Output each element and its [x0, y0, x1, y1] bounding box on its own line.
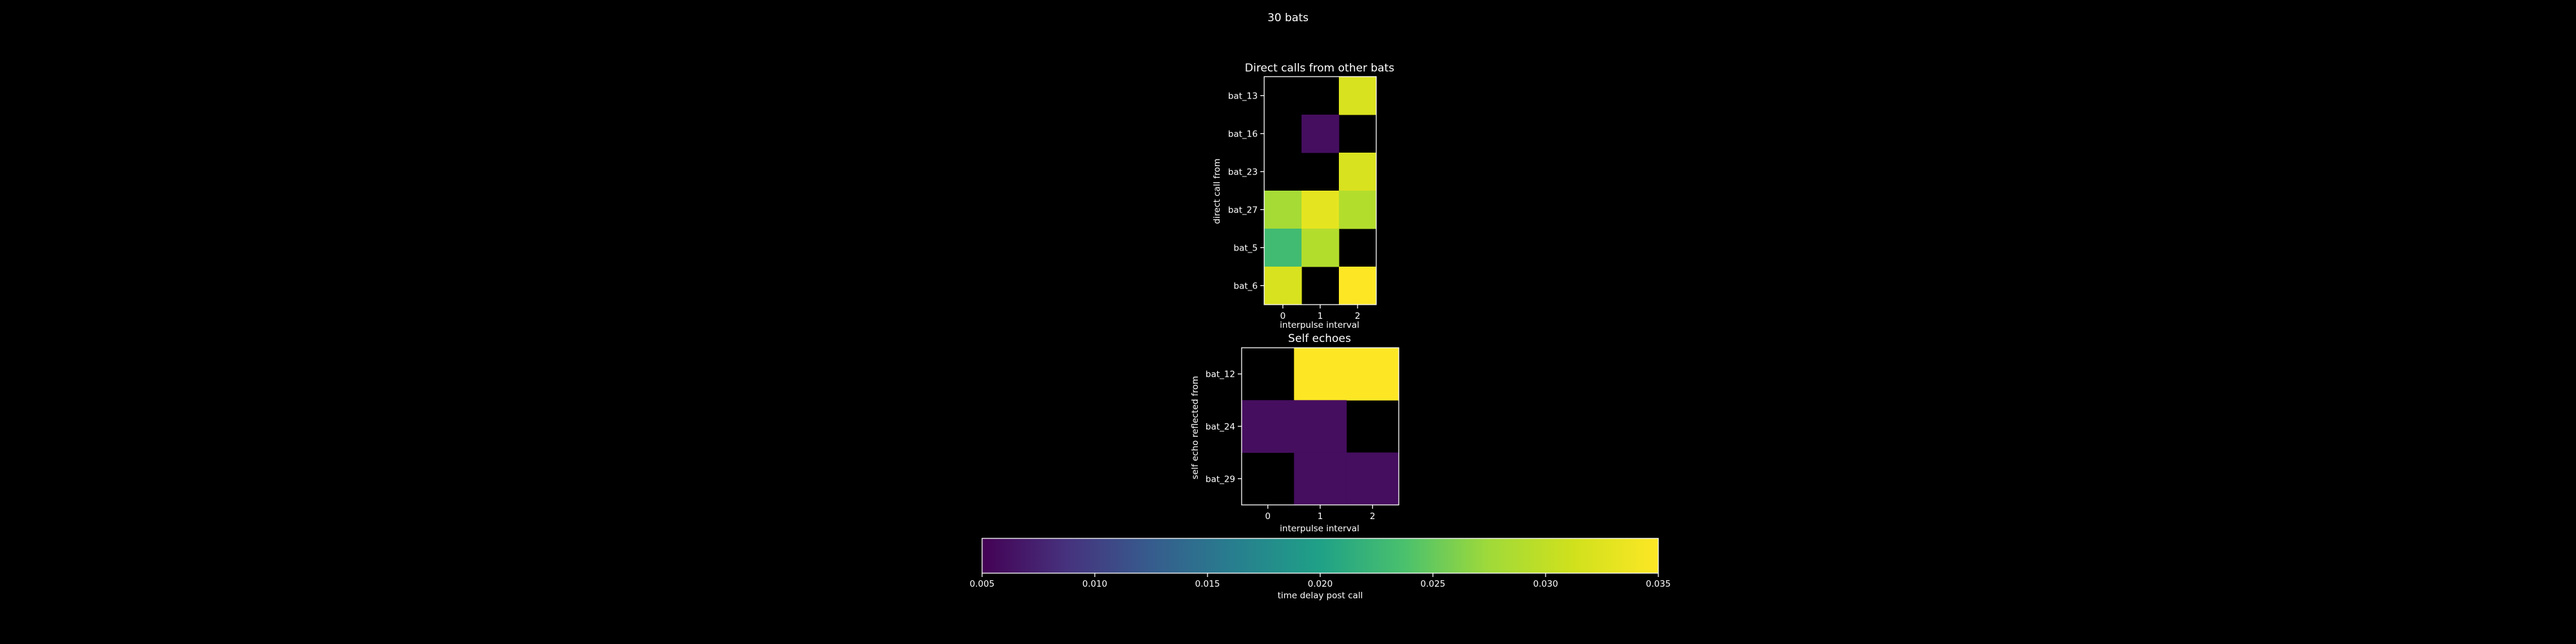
y-tick-label: bat_23 [1228, 167, 1258, 178]
y-axis-label: self echo reflected from [1190, 376, 1200, 480]
y-tick-label: bat_5 [1234, 243, 1258, 254]
colorbar-tick-label: 0.035 [1646, 579, 1671, 589]
y-tick-label: bat_13 [1228, 91, 1258, 102]
y-tick-label: bat_6 [1234, 281, 1258, 292]
heatmap-cell [1264, 191, 1302, 229]
heatmap-cell [1346, 348, 1399, 401]
heatmap-cell [1302, 229, 1340, 267]
heatmap-cell [1294, 348, 1347, 401]
x-axis-label: interpulse interval [1280, 320, 1359, 330]
colorbar-tick-label: 0.005 [970, 579, 995, 589]
heatmap-cell [1264, 229, 1302, 267]
heatmap-title: Direct calls from other bats [1245, 62, 1394, 75]
x-tick-label: 2 [1370, 511, 1376, 522]
x-tick-label: 1 [1318, 511, 1323, 522]
colorbar-tick-label: 0.015 [1195, 579, 1220, 589]
colorbar-tick-label: 0.020 [1308, 579, 1333, 589]
heatmap-cell [1339, 267, 1377, 305]
heatmap-cell [1294, 400, 1347, 453]
x-tick-label: 0 [1280, 311, 1286, 321]
heatmap-cell [1302, 115, 1340, 153]
colorbar-gradient [981, 538, 1659, 574]
colorbar-tick-label: 0.010 [1083, 579, 1108, 589]
heatmap-self-echoes: Self echoes interpulse interval self ech… [1190, 332, 1399, 534]
colorbar-label: time delay post call [1278, 591, 1363, 601]
heatmap-direct-calls: Direct calls from other bats interpulse … [1212, 62, 1394, 330]
y-tick-label: bat_24 [1206, 422, 1235, 432]
y-tick-label: bat_29 [1206, 474, 1235, 484]
y-tick-label: bat_12 [1206, 370, 1235, 380]
x-tick-label: 1 [1318, 311, 1323, 321]
colorbar: time delay post call 0.005 0.010 0.015 0.02… [970, 538, 1671, 601]
y-tick-label: bat_16 [1228, 129, 1258, 140]
x-tick-label: 0 [1265, 511, 1271, 522]
heatmap-title: Self echoes [1288, 332, 1351, 345]
figure-title: 30 bats [1267, 12, 1309, 24]
heatmap-cell [1339, 77, 1377, 115]
y-tick-label: bat_27 [1228, 205, 1258, 216]
heatmap-cell [1294, 452, 1347, 506]
heatmap-cell [1346, 452, 1399, 506]
heatmap-cell [1264, 267, 1302, 305]
x-tick-label: 2 [1355, 311, 1361, 321]
heatmap-cell [1242, 400, 1294, 453]
x-axis-label: interpulse interval [1280, 524, 1359, 534]
heatmap-cell [1339, 153, 1377, 191]
y-axis-label: direct call from [1212, 158, 1222, 224]
heatmap-cell [1339, 191, 1377, 229]
colorbar-tick-label: 0.030 [1533, 579, 1558, 589]
colorbar-tick-label: 0.025 [1421, 579, 1446, 589]
heatmap-cell [1302, 191, 1340, 229]
